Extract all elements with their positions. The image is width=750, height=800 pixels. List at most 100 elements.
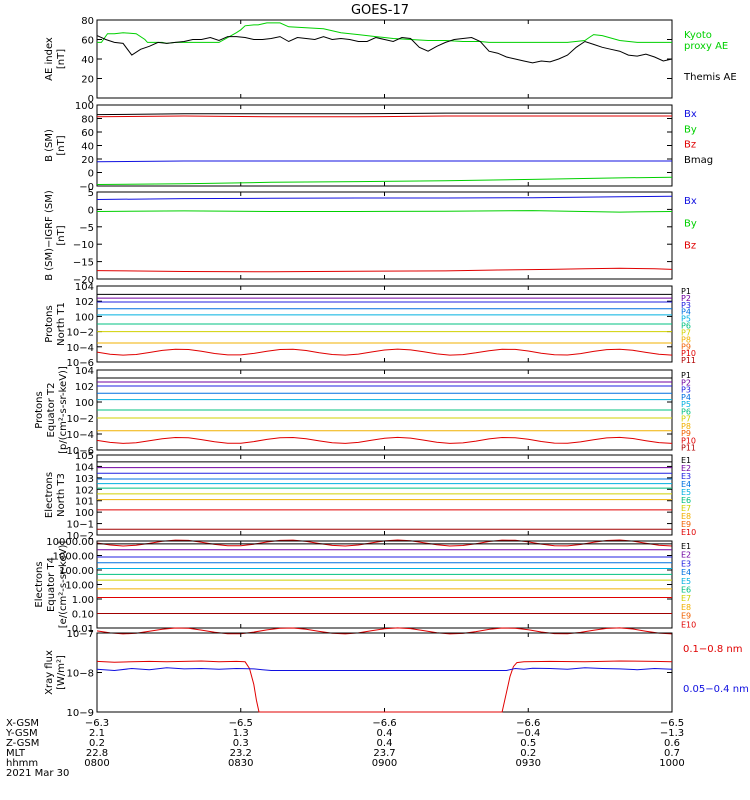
x-axis-value: 22.8 [86, 748, 108, 759]
x-axis-value: 0.2 [520, 748, 536, 759]
legend-label: P4 [681, 308, 691, 317]
series-line-bz [96, 115, 672, 118]
legend-label: P9 [681, 429, 691, 438]
series-line-bx [96, 160, 672, 163]
y-tick-label: 102 [75, 297, 94, 308]
y-tick-label: 100.00 [59, 566, 94, 577]
legend-label: P1 [681, 287, 691, 296]
x-axis-value: 1000 [659, 758, 684, 769]
panel-frame [96, 191, 673, 280]
x-axis-row-label: X-GSM [6, 718, 39, 729]
x-axis-value: 0.7 [664, 748, 680, 759]
legend-label: E10 [681, 528, 696, 537]
series-line-bmag [96, 112, 672, 116]
series-line-low-channel [96, 436, 673, 444]
y-tick-label: 102 [75, 382, 94, 393]
legend-label: P3 [681, 301, 691, 310]
x-axis-value: −6.6 [516, 718, 540, 729]
series-line-bz [96, 267, 673, 273]
date-label: 2021 Mar 30 [6, 768, 69, 779]
y-axis-label: North T3 [56, 473, 67, 517]
y-tick-label: 10−2 [67, 328, 94, 339]
legend-label: P2 [681, 294, 691, 303]
legend-label: E3 [681, 559, 691, 568]
x-axis-value: 23.2 [230, 748, 252, 759]
legend-label: E2 [681, 464, 691, 473]
legend-label: P4 [681, 393, 691, 402]
legend-label: E8 [681, 512, 691, 521]
series-line-by [96, 210, 673, 213]
y-tick-label: 5 [88, 188, 94, 199]
y-tick-label: 10−7 [67, 629, 94, 640]
x-axis-row-label: Y-GSM [5, 728, 38, 739]
legend-label: P6 [681, 407, 691, 416]
legend-label: P10 [681, 349, 696, 358]
legend-label: E4 [681, 568, 691, 577]
legend-label: P5 [681, 315, 691, 324]
series-line-0-05-0-4-nm [96, 667, 673, 672]
legend-label: 0.05−0.4 nm [683, 684, 749, 695]
x-axis-value: 0.3 [233, 738, 249, 749]
x-axis-row-label: Z-GSM [6, 738, 39, 749]
series-line-by [96, 176, 673, 185]
x-axis-value: 0830 [228, 758, 253, 769]
legend-label: P5 [681, 400, 691, 409]
y-tick-label: 0 [88, 169, 94, 180]
y-axis-label: [W/m²] [56, 655, 67, 690]
y-tick-label: 10−1 [67, 520, 94, 531]
x-axis-value: 0.6 [664, 738, 680, 749]
panel-5: 10−6 10−4 10−2 100 102 104 Protons Equator T2 [p… [34, 366, 696, 457]
x-axis-value: −6.3 [85, 718, 109, 729]
legend-label: E7 [681, 594, 691, 603]
y-tick-label: −10 [73, 240, 94, 251]
legend-label: P2 [681, 378, 691, 387]
y-tick-label: 10−4 [67, 343, 94, 354]
y-tick-label: 60 [81, 128, 94, 139]
x-axis-value: −0.4 [516, 728, 540, 739]
y-tick-label: 104 [75, 366, 94, 377]
x-axis-value: −1.3 [660, 728, 684, 739]
y-axis-label: [nT] [56, 225, 67, 245]
y-tick-label: 104 [75, 462, 94, 473]
legend-label: E6 [681, 586, 691, 595]
y-axis-label: Xray flux [44, 650, 55, 695]
panel-2: −0 0 20 40 60 80 100 B (SM) [nT] Bx By Bz Bmag [44, 101, 713, 193]
legend-label: P11 [681, 444, 696, 453]
x-axis-value: −6.5 [660, 718, 684, 729]
legend-label: Bx [684, 109, 697, 120]
y-axis-label: AE index [44, 37, 55, 81]
y-tick-label: 10−8 [67, 669, 94, 680]
legend-label: E3 [681, 472, 691, 481]
y-tick-label: 105 [75, 451, 94, 462]
panel-7: 0.01 0.10 1.00 10.00 100.00 1000.00 10000.00 El… [34, 537, 696, 635]
legend-label: E1 [681, 456, 691, 465]
panel-8: 10−9 10−8 10−7 Xray flux [W/m²] 0.1−0.8 nm 0.0… [44, 629, 749, 719]
y-axis-label: Equator T2 [46, 383, 57, 438]
y-tick-label: −20 [73, 275, 94, 286]
x-axis-value: −6.6 [372, 718, 396, 729]
x-axis-table: X-GSM −6.3 −6.5 −6.6 −6.6 −6.5 Y-GSM 2.1 1.3 0.4 −… [5, 718, 685, 779]
legend-label: P3 [681, 386, 691, 395]
panel-frame [96, 19, 673, 99]
panel-4: 10−6 10−4 10−2 100 102 104 Protons North T1 P1P2… [44, 282, 696, 369]
y-tick-label: 100 [75, 508, 94, 519]
y-tick-label: 10−6 [67, 446, 94, 457]
panel-frame [96, 454, 673, 536]
y-tick-label: 20 [81, 155, 94, 166]
y-axis-label: Protons [44, 305, 55, 342]
y-tick-label: 10000.00 [46, 537, 94, 548]
x-axis-value: 1.3 [233, 728, 249, 739]
legend-label: P9 [681, 342, 691, 351]
legend-label: Bz [684, 140, 696, 151]
legend-label: Bx [684, 196, 697, 207]
y-axis-label: [nT] [56, 49, 67, 69]
legend-label: P7 [681, 415, 691, 424]
legend-label: P1 [681, 371, 691, 380]
y-tick-label: 80 [81, 16, 94, 27]
y-tick-label: 104 [75, 282, 94, 293]
legend-label: P7 [681, 328, 691, 337]
series-line-0-1-0-8-nm [96, 660, 673, 713]
x-axis-value: 0.2 [89, 738, 105, 749]
